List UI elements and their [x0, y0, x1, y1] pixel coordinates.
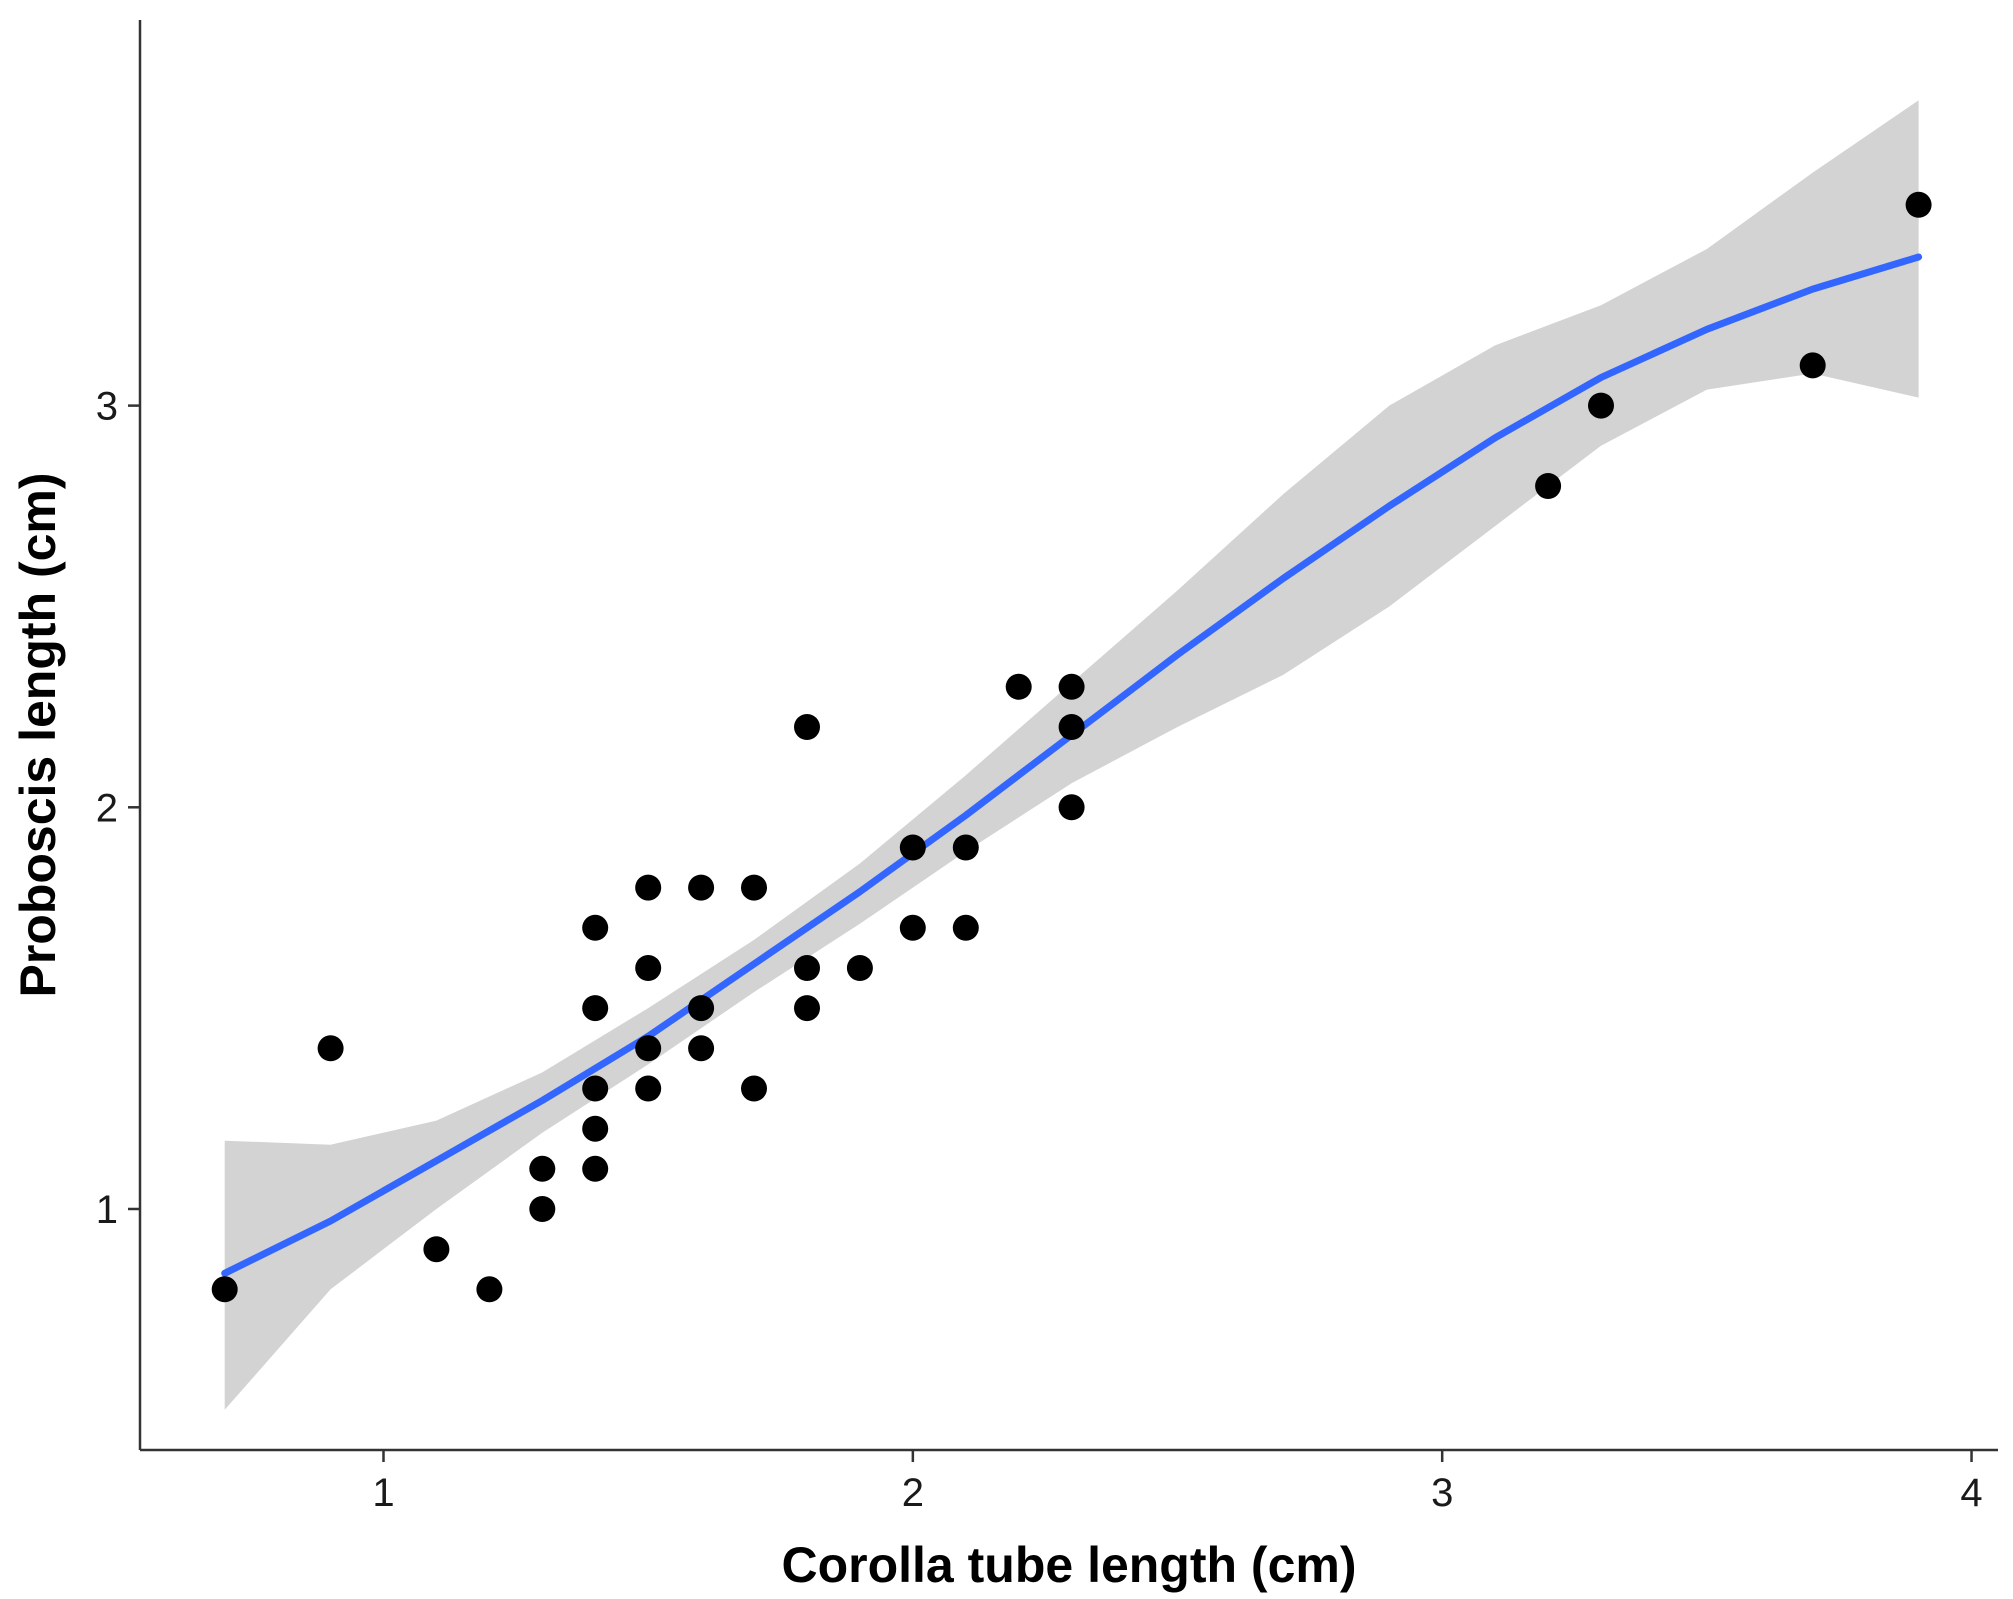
data-point [794, 955, 820, 981]
data-point [582, 1155, 609, 1182]
data-point [1905, 191, 1932, 218]
data-point [1005, 673, 1032, 700]
points-layer [211, 191, 1932, 1303]
x-tick-label: 3 [1431, 1471, 1453, 1515]
data-point [1799, 352, 1826, 379]
data-point [952, 914, 979, 941]
data-point [688, 874, 715, 901]
data-point [1058, 714, 1085, 740]
data-point [529, 1196, 556, 1222]
data-point [635, 1075, 662, 1102]
data-point [688, 1035, 715, 1062]
data-point [635, 874, 662, 901]
data-point [846, 955, 873, 981]
y-tick-label: 1 [96, 1188, 118, 1232]
data-point [794, 995, 820, 1022]
data-point [529, 1155, 556, 1182]
data-point [1588, 392, 1614, 419]
data-point [582, 1115, 609, 1142]
data-point [794, 714, 820, 740]
confidence-band [224, 100, 1919, 1410]
data-point [899, 914, 926, 941]
data-point [1058, 673, 1085, 700]
data-point [635, 955, 662, 981]
data-point [741, 874, 767, 901]
data-point [211, 1276, 238, 1303]
data-point [582, 1075, 609, 1102]
data-point [952, 834, 979, 861]
data-point [582, 995, 609, 1022]
data-point [582, 914, 609, 941]
axes-layer: 1 2 3 4 1 2 3 [96, 20, 1998, 1515]
data-point [741, 1075, 767, 1102]
data-point [476, 1276, 503, 1303]
data-point [688, 995, 715, 1022]
data-point [317, 1035, 344, 1062]
confidence-band-layer [224, 100, 1919, 1410]
x-axis-title: Corolla tube length (cm) [782, 1537, 1357, 1593]
x-tick-label: 4 [1960, 1471, 1982, 1515]
y-axis-title: Proboscis length (cm) [10, 472, 66, 997]
x-tick-label: 1 [372, 1471, 394, 1515]
data-point [1058, 794, 1085, 821]
data-point [423, 1236, 450, 1263]
y-tick-label: 3 [96, 385, 118, 429]
data-point [1535, 473, 1562, 499]
y-tick-label: 2 [96, 786, 118, 830]
data-point [899, 834, 926, 861]
x-tick-label: 2 [902, 1471, 924, 1515]
data-point [635, 1035, 662, 1062]
